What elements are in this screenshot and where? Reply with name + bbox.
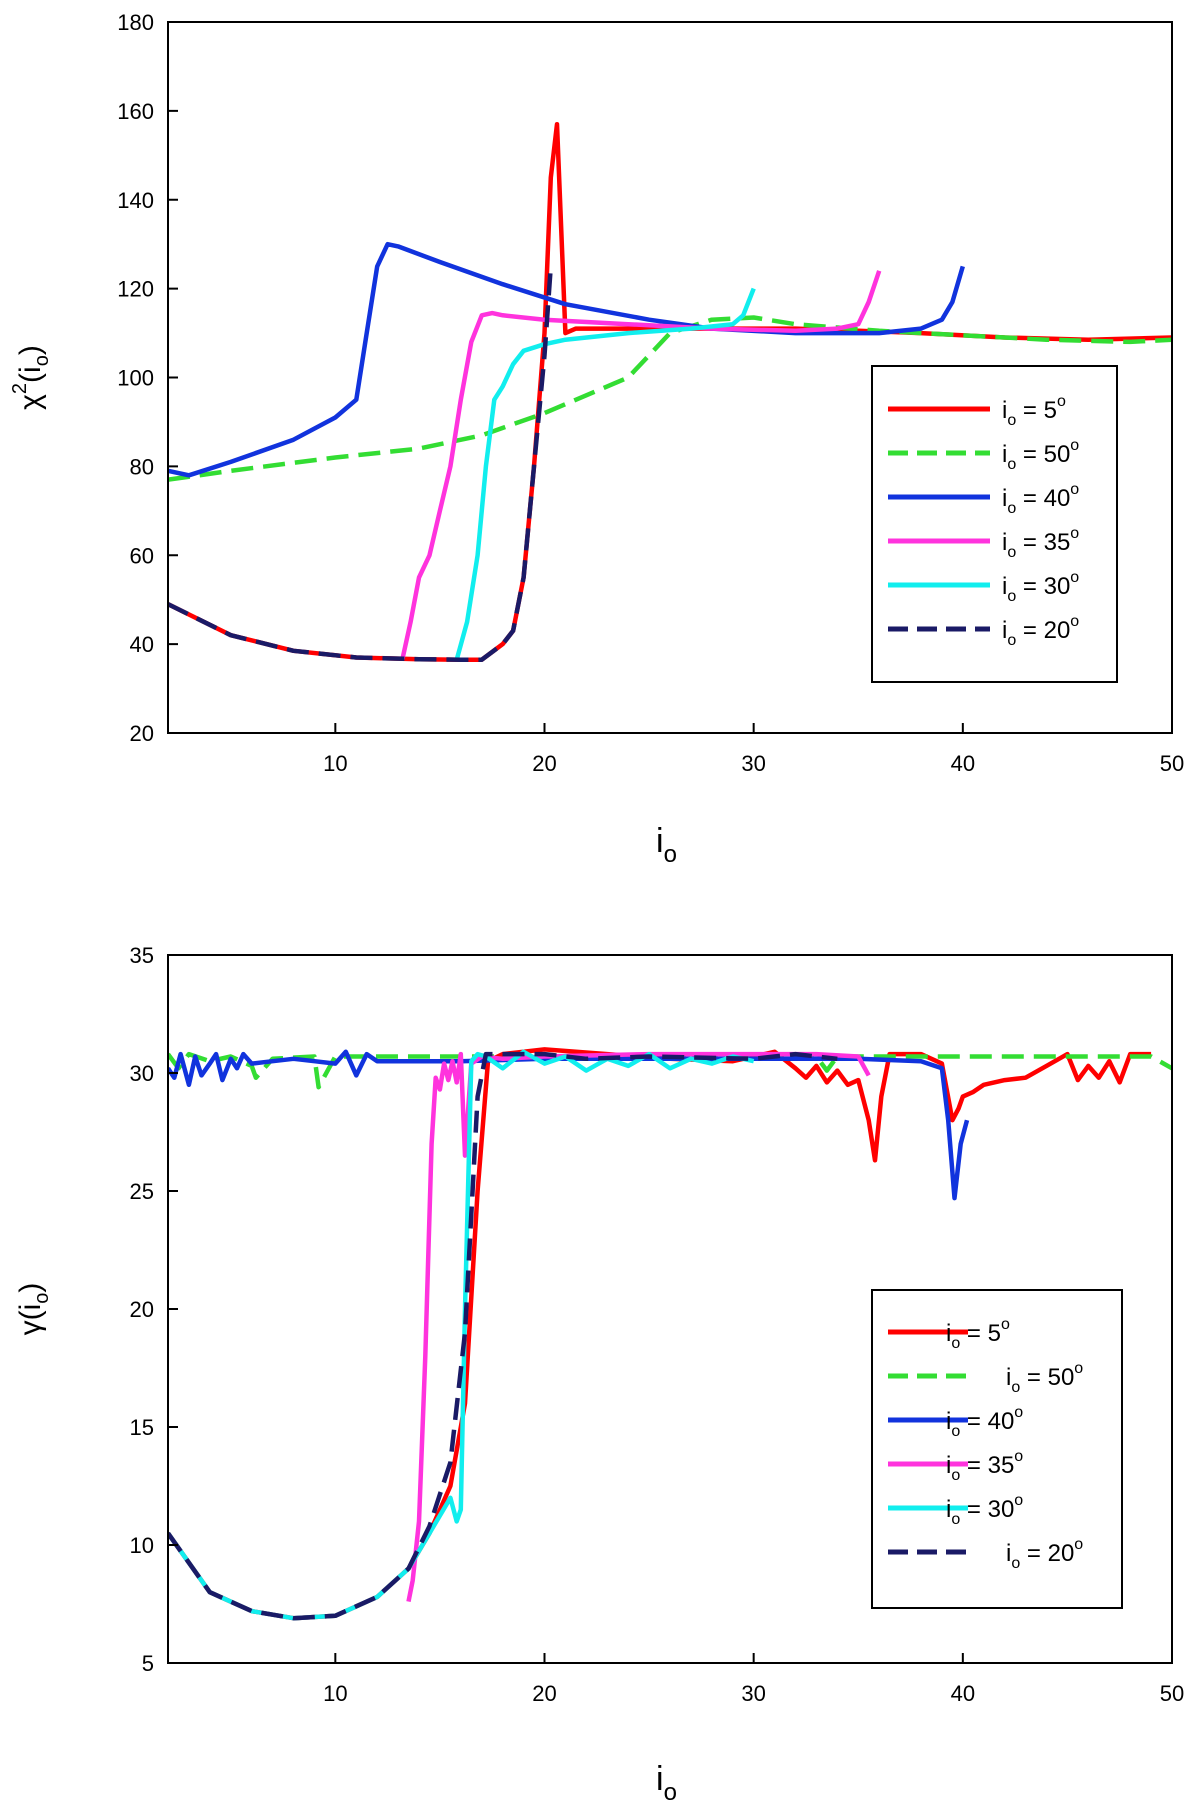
chart-1: 20 40 60 80 100 120 140 160 180 10 20 30 40 50 io χ2(io… <box>9 10 1184 868</box>
x-axis-label: io <box>656 822 677 868</box>
legend-label-40: io = 40o <box>946 1404 1023 1440</box>
y-tick-label: 5 <box>142 1651 154 1676</box>
x-tick-label: 30 <box>741 751 765 776</box>
legend-label-30: io = 30o <box>1002 569 1079 605</box>
legend-label-35: io = 35o <box>1002 525 1079 561</box>
y-tick-label: 10 <box>130 1533 154 1558</box>
series-line-20 <box>168 266 554 662</box>
x-tick-label: 30 <box>741 1681 765 1706</box>
series-group <box>168 1047 1172 1621</box>
legend-label-35: io = 35o <box>946 1448 1023 1484</box>
y-tick-label: 100 <box>117 366 154 391</box>
y-tick-label: 160 <box>117 99 154 124</box>
x-tick-label: 20 <box>532 751 556 776</box>
legend-box <box>871 365 1118 683</box>
x-tick-label: 50 <box>1160 751 1184 776</box>
x-axis-label: io <box>656 1760 677 1806</box>
y-tick-label: 20 <box>130 1297 154 1322</box>
y-tick-label: 80 <box>130 454 154 479</box>
y-tick-label: 15 <box>130 1415 154 1440</box>
legend-label-40: io = 40o <box>1002 481 1079 517</box>
x-tick-label: 10 <box>323 1681 347 1706</box>
y-tick-label: 140 <box>117 188 154 213</box>
y-axis-label: χ2(io) <box>9 345 53 410</box>
series-line-50 <box>168 315 1172 482</box>
y-axis-label: γ(io) <box>14 1283 53 1336</box>
series-line-50 <box>168 1051 1172 1090</box>
y-tick-label: 30 <box>130 1061 154 1086</box>
series-line-30 <box>454 287 756 661</box>
legend-label-5: io = 5o <box>946 1316 1010 1352</box>
legend-label-20: io = 20o <box>1006 1536 1083 1572</box>
legend: io = 5o io = 50o io = 40o io = 35o io = 30o i… <box>871 1289 1123 1609</box>
legend-label-50: io = 50o <box>1006 1360 1083 1396</box>
series-line-20 <box>168 1051 838 1621</box>
y-tick-label: 120 <box>117 277 154 302</box>
legend-label-30: io = 30o <box>946 1492 1023 1528</box>
series-line-35 <box>400 270 882 661</box>
series-line-40 <box>168 1049 970 1201</box>
y-tick-label: 35 <box>130 943 154 968</box>
legend-box <box>871 1289 1123 1609</box>
legend-label-5: io = 5o <box>1002 393 1066 429</box>
series-line-30 <box>168 1049 755 1621</box>
series-line-5 <box>168 1047 1152 1621</box>
x-tick-label: 40 <box>951 751 975 776</box>
y-tick-label: 40 <box>130 632 154 657</box>
y-tick-label: 180 <box>117 10 154 35</box>
y-tick-label: 25 <box>130 1179 154 1204</box>
legend: io = 5o io = 50o io = 40o io = 35o io = 30o i… <box>871 365 1118 683</box>
x-tick-label: 50 <box>1160 1681 1184 1706</box>
series-line-40 <box>168 241 965 478</box>
series-line-35 <box>406 1051 871 1603</box>
x-tick-label: 40 <box>951 1681 975 1706</box>
y-tick-label: 60 <box>130 543 154 568</box>
x-tick-label: 20 <box>532 1681 556 1706</box>
legend-label-20: io = 20o <box>1002 613 1079 649</box>
legend-label-50: io = 50o <box>1002 437 1079 473</box>
x-tick-label: 10 <box>323 751 347 776</box>
y-tick-label: 20 <box>130 721 154 746</box>
series-group <box>168 121 1172 662</box>
